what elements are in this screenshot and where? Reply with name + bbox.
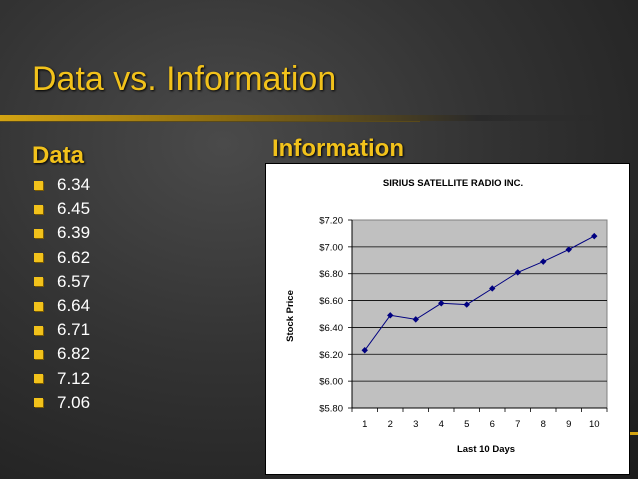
x-tick-label: 5 xyxy=(464,419,469,430)
y-tick-label: $6.00 xyxy=(319,377,343,388)
data-list-item: 6.71 xyxy=(34,318,90,342)
square-bullet-icon xyxy=(34,374,43,384)
x-tick-label: 7 xyxy=(515,419,520,430)
y-axis-label: Stock Price xyxy=(285,290,296,342)
y-tick-label: $6.20 xyxy=(319,350,343,361)
y-axis-ticks: $5.80 $6.00 $6.20 $6.40 $6.60 $6.80 $7.00 $7.20 xyxy=(319,216,352,415)
data-point-diamond xyxy=(514,269,521,276)
stock-line-chart: SIRIUS SATELLITE RADIO INC. $5.80 $6.00 $6… xyxy=(285,178,608,455)
x-tick-label: 6 xyxy=(490,419,495,430)
data-point-diamond xyxy=(438,300,445,307)
x-axis-ticks: 1 2 3 4 5 6 7 8 9 10 xyxy=(351,220,608,430)
slide-title: Data vs. Information xyxy=(32,60,337,98)
data-point-diamond xyxy=(591,232,598,240)
data-value: 7.06 xyxy=(57,392,91,412)
data-value: 6.45 xyxy=(57,199,91,219)
gridlines xyxy=(352,246,607,382)
data-list-item: 6.34 xyxy=(34,173,90,197)
data-point-diamond xyxy=(387,312,394,319)
data-point-diamond xyxy=(540,258,547,265)
x-axis-label: Last 10 Days xyxy=(457,444,515,455)
series-line xyxy=(364,235,595,351)
square-bullet-icon xyxy=(34,301,43,311)
data-list-item: 7.06 xyxy=(34,391,90,415)
square-bullet-icon xyxy=(34,253,43,263)
square-bullet-icon xyxy=(34,180,43,190)
x-tick-label: 1 xyxy=(362,419,367,430)
y-tick-label: $5.80 xyxy=(319,404,343,415)
square-bullet-icon xyxy=(34,349,43,359)
x-tick-label: 10 xyxy=(589,419,600,430)
data-value: 6.34 xyxy=(57,175,91,195)
data-value: 6.62 xyxy=(57,247,91,267)
x-tick-label: 9 xyxy=(566,419,571,430)
data-list-item: 6.39 xyxy=(34,221,90,245)
data-value: 6.82 xyxy=(57,344,91,364)
data-list-item: 6.82 xyxy=(34,342,90,366)
data-list-item: 6.45 xyxy=(34,197,90,221)
y-tick-label: $6.80 xyxy=(319,269,343,280)
information-heading: Information xyxy=(272,135,404,162)
data-value: 7.12 xyxy=(57,368,91,388)
title-underline-shadow xyxy=(0,121,420,122)
square-bullet-icon xyxy=(34,204,43,214)
square-bullet-icon xyxy=(34,398,43,408)
data-list-item: 6.64 xyxy=(34,294,90,318)
y-tick-label: $7.20 xyxy=(319,216,343,227)
square-bullet-icon xyxy=(34,325,43,335)
data-point-diamond xyxy=(463,301,470,308)
x-tick-label: 3 xyxy=(413,419,418,430)
data-list-item: 6.62 xyxy=(34,246,90,270)
data-point-diamond xyxy=(489,285,496,292)
y-tick-label: $6.60 xyxy=(319,296,343,307)
y-tick-label: $7.00 xyxy=(319,242,343,253)
chart-title: SIRIUS SATELLITE RADIO INC. xyxy=(383,178,523,189)
data-list-item: 6.57 xyxy=(34,270,90,294)
data-value: 6.64 xyxy=(57,296,91,316)
x-tick-label: 2 xyxy=(388,419,393,430)
data-value: 6.71 xyxy=(57,320,91,340)
data-point-diamond xyxy=(361,347,368,354)
square-bullet-icon xyxy=(34,277,43,287)
y-tick-label: $6.40 xyxy=(319,323,343,334)
data-point-diamond xyxy=(565,246,572,253)
title-underline xyxy=(0,115,638,121)
square-bullet-icon xyxy=(34,228,43,238)
data-heading: Data xyxy=(32,142,85,169)
chart-panel: SIRIUS SATELLITE RADIO INC. $5.80 $6.00 $6… xyxy=(265,163,630,475)
x-tick-label: 4 xyxy=(439,419,444,430)
data-value: 6.57 xyxy=(57,271,91,291)
data-value: 6.39 xyxy=(57,223,91,243)
data-list: 6.34 6.45 6.39 6.62 6.57 6.64 6.71 6.82 7.12 7.06 xyxy=(34,173,90,415)
x-tick-label: 8 xyxy=(541,419,546,430)
data-list-item: 7.12 xyxy=(34,367,90,391)
